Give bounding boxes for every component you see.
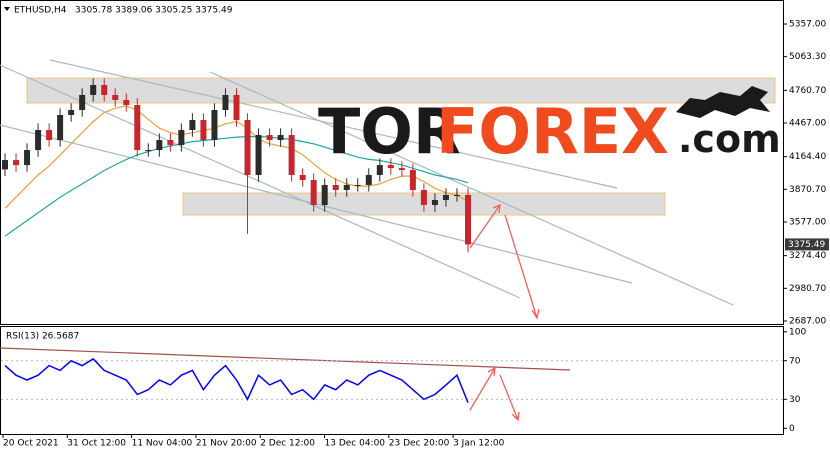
candle-body (420, 189, 427, 205)
rsi-panel (0, 326, 784, 435)
price-panel (0, 0, 784, 325)
x-tick-label: 3 Jan 12:00 (453, 439, 505, 449)
candle-body (387, 165, 394, 169)
y-tick-label: 2980.70 (789, 284, 826, 294)
price-tag-bg (785, 238, 829, 251)
candle-body (266, 135, 273, 141)
y-tick-label: 5063.30 (789, 52, 826, 62)
candle-body (332, 184, 339, 190)
candle-body (222, 94, 229, 111)
candle-body (123, 99, 130, 105)
candle-body (465, 194, 471, 245)
candle-body (90, 84, 97, 95)
y-tick-label: 3274.40 (789, 251, 826, 261)
candle-body (112, 94, 119, 100)
x-tick-label: 21 Nov 20:00 (196, 439, 257, 449)
rsi-line (4, 357, 469, 403)
trend-line (49, 59, 618, 189)
arrow (504, 214, 540, 320)
candle-body (398, 168, 405, 171)
candle-body (442, 194, 449, 200)
candle-body (299, 174, 306, 180)
candle-body (167, 140, 174, 146)
y-tick-label: 70 (789, 356, 801, 366)
candle-body (365, 174, 372, 185)
trend-line (0, 64, 521, 299)
candle-body (244, 120, 251, 175)
candle-body (277, 135, 284, 141)
trend-line (209, 71, 734, 306)
candle-body (2, 160, 8, 170)
candle-body (354, 184, 361, 186)
candle-body (68, 110, 75, 116)
forecast-arrows (469, 203, 540, 422)
candle-body (288, 135, 295, 175)
y-tick-label: 5357.00 (789, 20, 826, 30)
y-tick-label: 3870.70 (789, 185, 826, 195)
candle-body (453, 194, 460, 196)
candle-body (189, 120, 196, 131)
y-tick-label: 4467.00 (789, 119, 826, 129)
candle-body (46, 130, 53, 141)
rsi-trend-line (0, 347, 571, 371)
candle-body (310, 179, 317, 205)
logo-forex: FOREX (436, 95, 669, 168)
candle-body (376, 165, 383, 175)
arrow (469, 366, 496, 411)
y-tick-label: 30 (789, 395, 801, 405)
x-tick-label: 11 Nov 04:00 (132, 439, 193, 449)
candle-body (343, 184, 350, 190)
candle-body (255, 135, 262, 175)
candle-body (321, 184, 328, 205)
arrow (499, 374, 520, 422)
candle-body (431, 199, 438, 205)
arrow (469, 203, 501, 249)
y-tick-label: 2687.00 (789, 316, 826, 326)
logo-bull (676, 86, 770, 118)
candle-body (134, 104, 141, 151)
x-tick-label: 23 Dec 20:00 (389, 439, 450, 449)
candle-body (24, 150, 31, 166)
candle-body (79, 94, 86, 111)
price-tag: 3375.49 (788, 240, 825, 250)
symbol: ETHUSD,H4 (14, 6, 67, 16)
ohlc: 3305.78 3389.06 3305.25 3375.49 (75, 6, 233, 16)
candle-body (233, 94, 240, 121)
x-tick-label: 2 Dec 12:00 (260, 439, 315, 449)
y-tick-label: 3577.00 (789, 218, 826, 228)
candle-body (409, 170, 416, 190)
candle-body (211, 110, 218, 141)
y-tick-label: 4164.40 (789, 152, 826, 162)
candle-body (178, 130, 185, 146)
candle-body (156, 140, 163, 151)
menu-icon (4, 7, 10, 11)
x-tick-label: 31 Oct 12:00 (67, 439, 126, 449)
y-tick-label: 100 (789, 327, 806, 337)
candle-body (57, 115, 64, 141)
candle-body (35, 130, 42, 151)
candle-body (145, 150, 152, 152)
x-tick-label: 13 Dec 04:00 (325, 439, 386, 449)
resistance-zone (26, 77, 776, 104)
rsi-title: RSI(13) 26.5687 (6, 332, 79, 342)
logo-tor: TOR (318, 95, 461, 168)
candle-body (101, 84, 108, 95)
logo-com: .com (678, 117, 781, 161)
y-tick-label: 0 (789, 424, 795, 434)
candle-body (200, 120, 207, 141)
x-tick-label: 20 Oct 2021 (3, 439, 59, 449)
candle-body (13, 160, 20, 166)
y-tick-label: 4760.70 (789, 86, 826, 96)
